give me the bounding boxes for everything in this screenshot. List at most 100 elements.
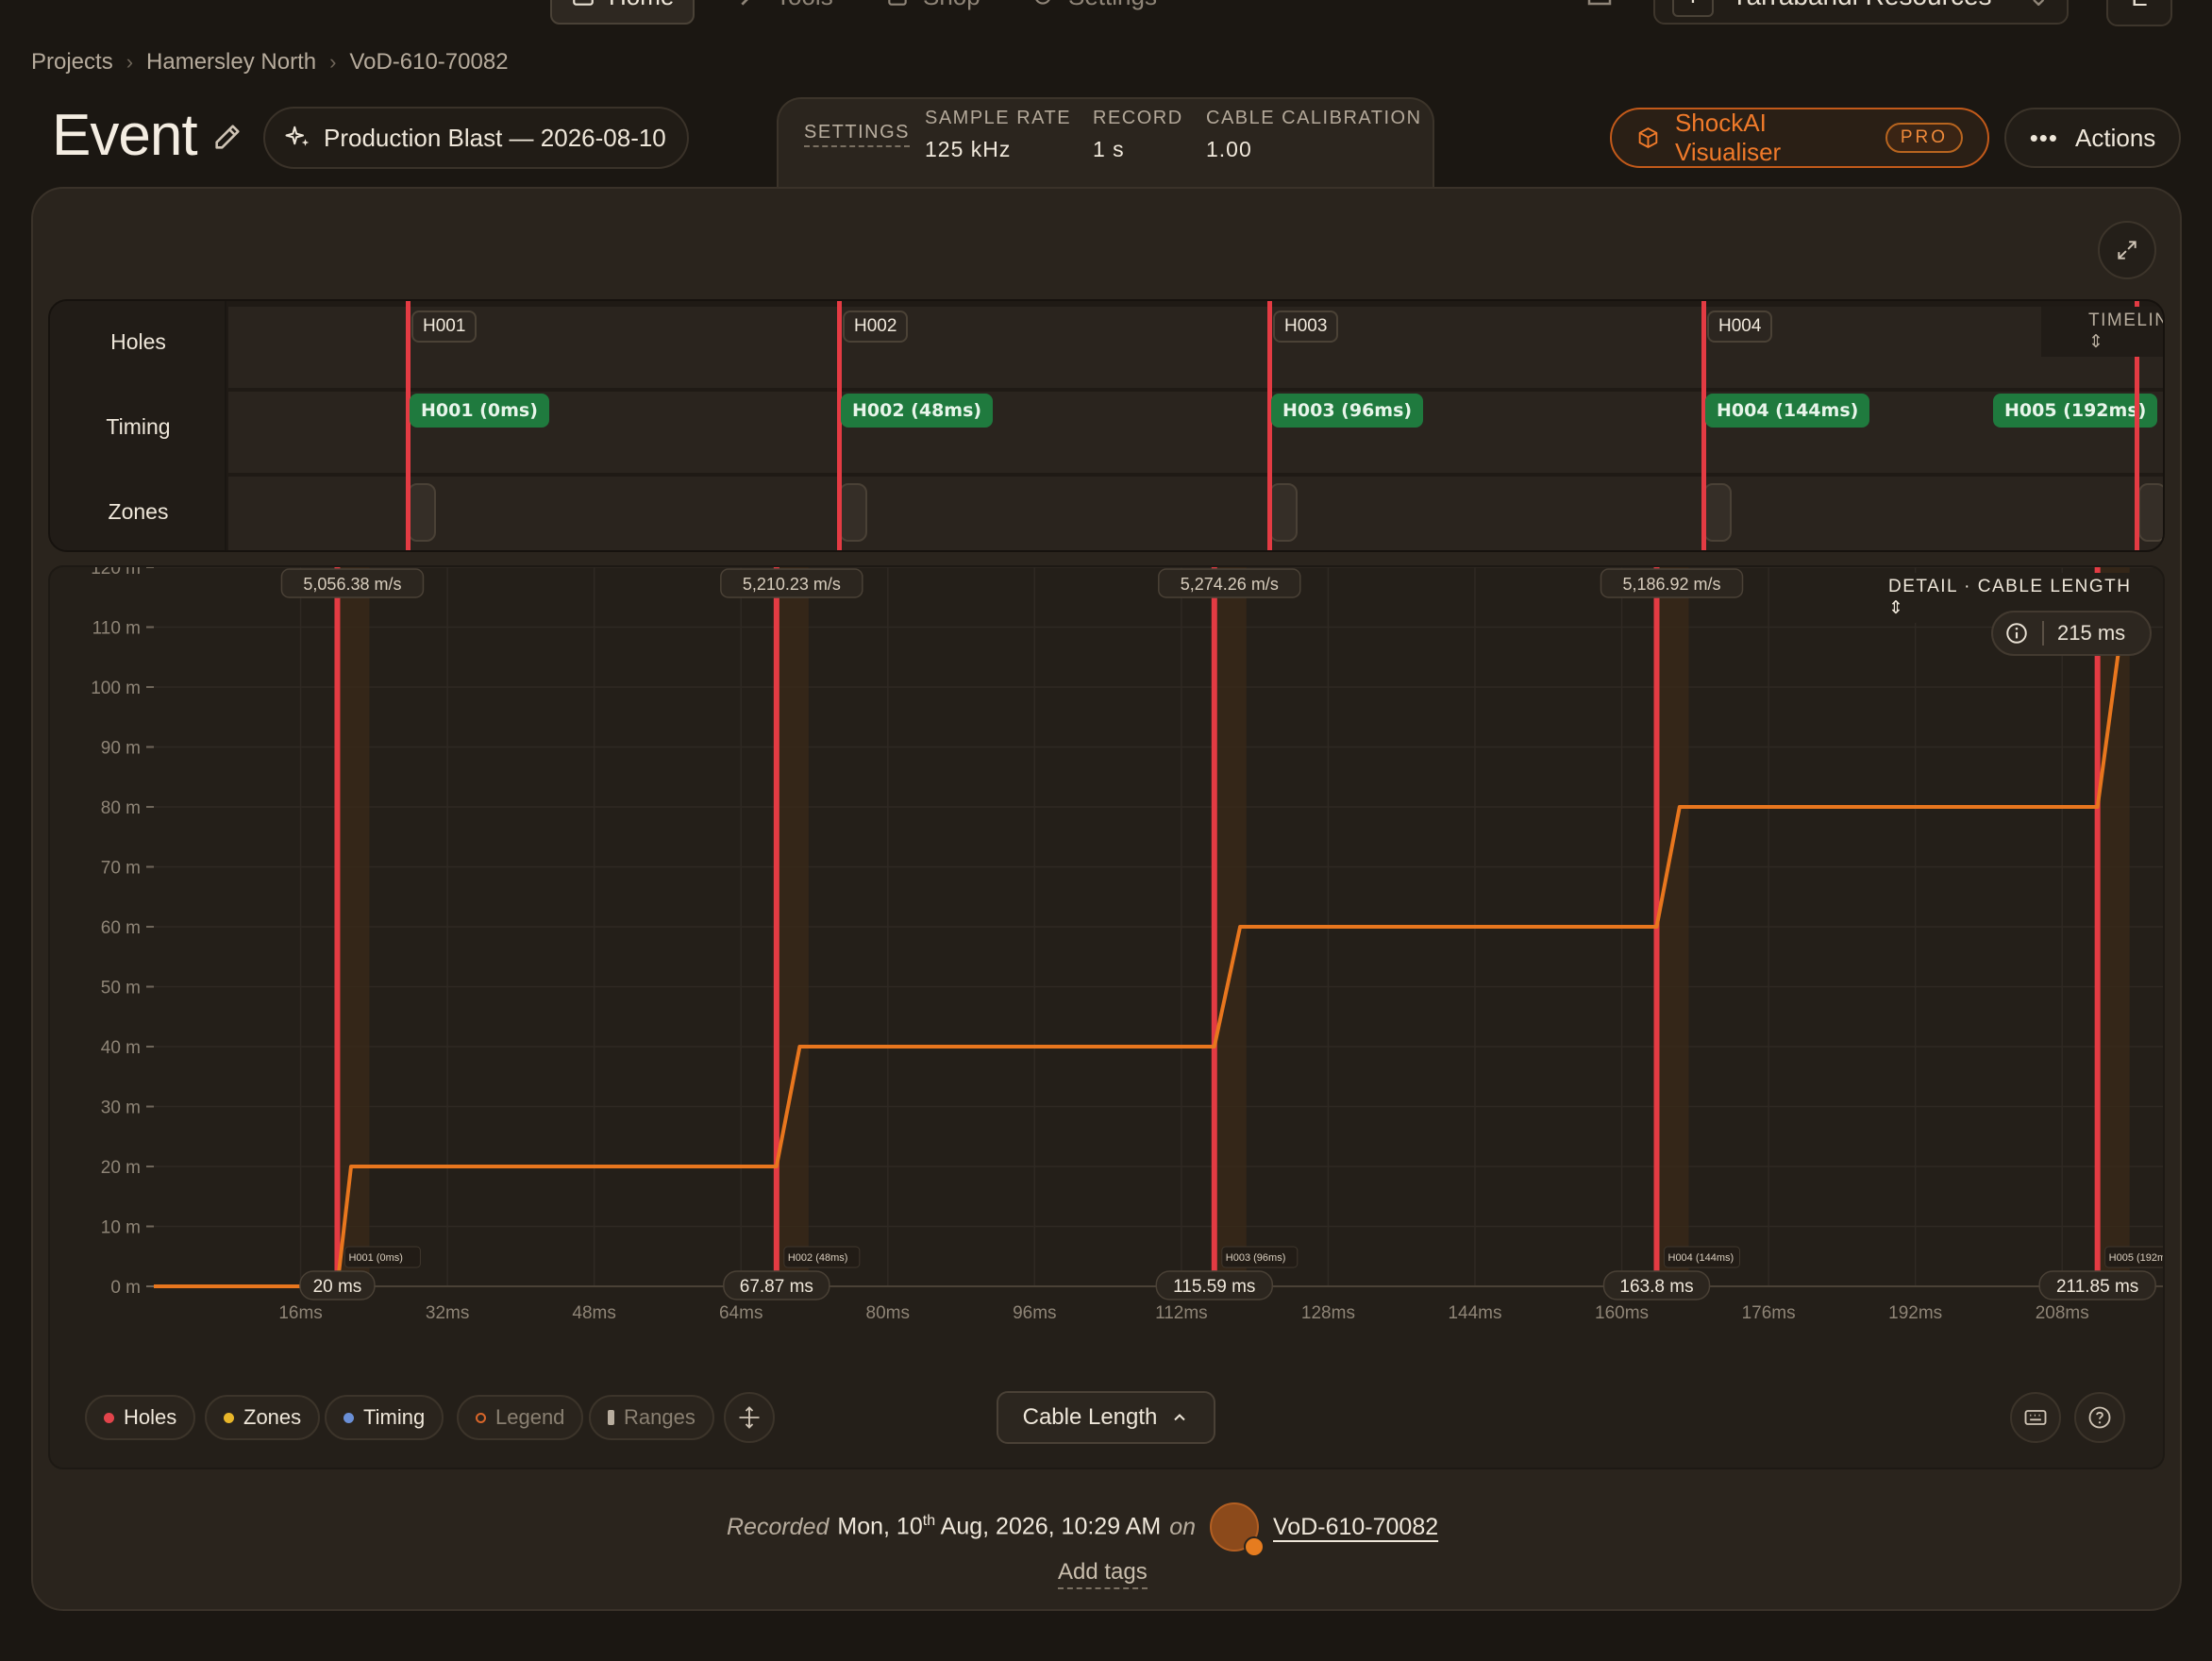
zone-block[interactable]: [839, 483, 867, 542]
actions-button[interactable]: ••• Actions: [2004, 108, 2181, 168]
time-label: 20 ms: [313, 1277, 362, 1297]
velocity-label: 5,186.92 m/s: [1622, 575, 1720, 594]
nav-settings[interactable]: Settings: [1012, 0, 1176, 25]
setting-label: SAMPLE RATE: [925, 108, 1072, 128]
zone-block[interactable]: [1269, 483, 1298, 542]
nav-home-label: Home: [609, 0, 674, 11]
setting-value: 1.00: [1206, 137, 1252, 161]
setting-value: 125 kHz: [925, 137, 1012, 161]
home-icon: [573, 0, 594, 6]
help-button[interactable]: [2074, 1392, 2125, 1443]
breadcrumb: Projects › Hamersley North › VoD-610-700…: [31, 49, 509, 76]
recorded-on: on: [1169, 1513, 1196, 1540]
actions-label: Actions: [2075, 123, 2156, 152]
y-tick-label: 120 m: [91, 567, 141, 579]
y-tick-label: 100 m: [91, 679, 141, 698]
chevron-right-icon: ›: [126, 50, 134, 74]
velocity-chip: [1158, 568, 1301, 598]
x-tick-label: 48ms: [572, 1303, 615, 1323]
toggle-label: Holes: [124, 1405, 177, 1429]
toggle-label: Zones: [243, 1405, 302, 1429]
device-link[interactable]: VoD-610-70082: [1273, 1513, 1439, 1540]
org-name: Yarrabandi Resources: [1731, 0, 1992, 11]
x-tick-label: 128ms: [1301, 1303, 1355, 1323]
expand-button[interactable]: [2098, 221, 2156, 279]
detail-chart-panel: 0 m 10 m 20 m 30 m 40 m 50 m 60 m 70 m 80 m 90 m 1…: [48, 565, 2165, 1469]
hole-marker-line: [334, 567, 341, 1286]
setting-value: 1 s: [1093, 137, 1125, 161]
add-tags-link[interactable]: Add tags: [1058, 1559, 1148, 1589]
hole-annotation: H004 (144ms): [1668, 1252, 1734, 1264]
move-icon: [739, 1406, 760, 1429]
zone-block[interactable]: [2138, 483, 2163, 542]
hole-tag[interactable]: H002: [843, 310, 909, 343]
event-name-chip[interactable]: Production Blast — 2026-08-10: [263, 107, 689, 169]
x-tick-label: 208ms: [2036, 1303, 2089, 1323]
keyboard-shortcuts-button[interactable]: [2010, 1392, 2061, 1443]
hole-annotation: H003 (96ms): [1226, 1252, 1286, 1264]
settings-link[interactable]: SETTINGS: [804, 122, 911, 147]
velocity-label: 5,274.26 m/s: [1181, 575, 1279, 594]
pencil-icon[interactable]: [211, 121, 243, 153]
nav-shop[interactable]: Shop: [866, 0, 999, 25]
toggle-holes[interactable]: Holes: [85, 1395, 196, 1440]
breadcrumb-projects[interactable]: Projects: [31, 49, 113, 75]
velocity-chip: [280, 568, 425, 598]
keyboard-icon: [2024, 1410, 2047, 1425]
x-tick-label: 144ms: [1448, 1303, 1501, 1323]
velocity-label: 5,210.23 m/s: [743, 575, 841, 594]
hole-tag[interactable]: H001: [411, 310, 478, 343]
timing-tag[interactable]: H003 (96ms): [1271, 394, 1424, 428]
nav-tools[interactable]: Tools: [719, 0, 852, 25]
toggle-ranges[interactable]: Ranges: [589, 1395, 714, 1440]
setting-sample-rate: SAMPLE RATE 125 kHz: [925, 108, 1071, 162]
timeline-row-labels: Holes Timing Zones: [50, 301, 226, 550]
toggle-zones[interactable]: Zones: [205, 1395, 321, 1440]
y-tick-label: 40 m: [101, 1038, 141, 1058]
toggle-timing[interactable]: Timing: [325, 1395, 444, 1440]
x-tick-label: 176ms: [1742, 1303, 1796, 1323]
time-chip: [1602, 1270, 1711, 1300]
hole-tag[interactable]: H003: [1273, 310, 1339, 343]
help-icon: [2088, 1406, 2111, 1429]
x-tick-label: 192ms: [1888, 1303, 1942, 1323]
zone-block[interactable]: [1703, 483, 1732, 542]
visualiser-label: ShockAI Visualiser: [1674, 109, 1782, 166]
user-avatar[interactable]: E: [2106, 0, 2172, 26]
recorded-day-suffix: th: [922, 1513, 936, 1530]
metric-select[interactable]: Cable Length: [997, 1391, 1215, 1444]
zone-block[interactable]: [408, 483, 436, 542]
y-tick-label: 20 m: [101, 1158, 141, 1178]
y-tick-label: 70 m: [101, 859, 141, 879]
org-initial: T: [1672, 0, 1714, 17]
hole-annotation: H001 (0ms): [348, 1252, 402, 1264]
x-tick-label: 16ms: [278, 1303, 322, 1323]
setting-label: RECORD: [1093, 108, 1183, 128]
shockai-visualiser-button[interactable]: ShockAI Visualiser PRO: [1610, 108, 1989, 168]
nav-shop-label: Shop: [923, 0, 980, 11]
duration-chip[interactable]: 215 ms: [1991, 611, 2152, 656]
timeline-view-select[interactable]: TIMELINE ⇕: [2041, 307, 2163, 357]
nav-home[interactable]: Home: [550, 0, 695, 25]
device-avatar[interactable]: [1210, 1502, 1265, 1557]
settings-panel: SETTINGS SAMPLE RATE 125 kHz RECORD 1 s …: [777, 97, 1434, 188]
hole-tag[interactable]: H004: [1707, 310, 1773, 343]
timing-tag[interactable]: H005 (192ms): [1993, 394, 2158, 428]
bell-icon[interactable]: [1585, 0, 1614, 11]
time-label: 67.87 ms: [740, 1277, 813, 1297]
timing-tag[interactable]: H004 (144ms): [1705, 394, 1870, 428]
breadcrumb-project[interactable]: Hamersley North: [146, 49, 317, 75]
page-title: Event: [52, 103, 198, 168]
hole-marker: [1701, 301, 1706, 550]
zones-dot-icon: [224, 1412, 234, 1423]
toggle-legend[interactable]: Legend: [457, 1395, 584, 1440]
hole-annotation: H002 (48ms): [788, 1252, 848, 1264]
pan-button[interactable]: [724, 1392, 775, 1443]
chevron-right-icon: ›: [329, 50, 337, 74]
time-chip: [723, 1270, 830, 1300]
org-switcher[interactable]: T Yarrabandi Resources ⌄: [1653, 0, 2069, 25]
timing-tag[interactable]: H002 (48ms): [841, 394, 994, 428]
timing-tag[interactable]: H001 (0ms): [410, 394, 549, 428]
time-label: 163.8 ms: [1619, 1277, 1693, 1297]
hole-marker: [2135, 301, 2139, 550]
